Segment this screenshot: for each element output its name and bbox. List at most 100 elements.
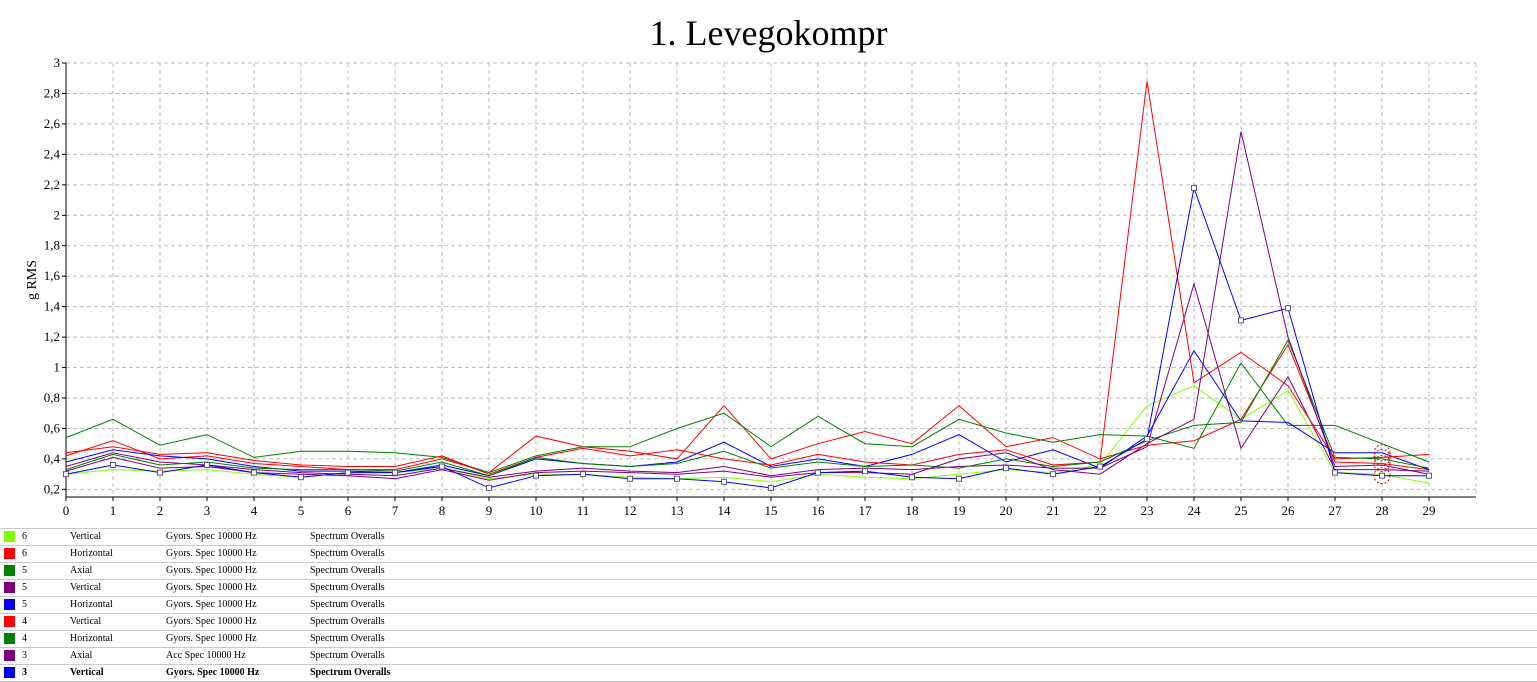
legend-swatch: [4, 633, 15, 644]
legend-row[interactable]: 3 Vertical Gyors. Spec 10000 Hz Spectrum Ov…: [0, 664, 1537, 682]
data-point-marker[interactable]: [392, 469, 398, 476]
data-point-marker[interactable]: [1332, 469, 1338, 476]
series-line-1[interactable]: [65, 343, 1430, 474]
data-point-marker[interactable]: [1003, 465, 1009, 472]
highlight-circle: [1373, 467, 1391, 485]
highlight-circle: [1373, 444, 1391, 462]
data-point-marker[interactable]: [486, 484, 492, 491]
x-tick-label: 21: [1047, 503, 1060, 518]
legend-spec: Gyors. Spec 10000 Hz: [166, 599, 257, 610]
legend-row[interactable]: 5 Horizontal Gyors. Spec 10000 Hz Spectrum …: [0, 596, 1537, 613]
legend-spec: Gyors. Spec 10000 Hz: [166, 565, 257, 576]
axes: 0 1 2 3 4 5 6 7 8 9 10 11 12 13 14 15 16 17 18 19 20 21 22 23 24…: [44, 55, 1476, 518]
highlight-circle: [1373, 448, 1391, 466]
legend-row[interactable]: 6 Vertical Gyors. Spec 10000 Hz Spectrum Ov…: [0, 528, 1537, 545]
x-tick-label: 16: [812, 503, 826, 518]
y-tick-label: 1,2: [44, 329, 60, 344]
x-tick-label: 20: [1000, 503, 1013, 518]
data-point-marker[interactable]: [1144, 436, 1150, 443]
series-line-2[interactable]: [65, 362, 1430, 474]
legend-spec: Gyors. Spec 10000 Hz: [166, 582, 257, 593]
legend-type: Spectrum Overalls: [310, 548, 385, 559]
legend-swatch: [4, 582, 15, 593]
data-point-marker[interactable]: [1285, 305, 1291, 312]
data-point-marker[interactable]: [533, 472, 539, 479]
legend-id: 3: [22, 650, 27, 661]
legend-swatch: [4, 531, 15, 542]
data-point-marker[interactable]: [204, 462, 210, 469]
data-point-marker[interactable]: [157, 469, 163, 476]
legend-row[interactable]: 5 Axial Gyors. Spec 10000 Hz Spectrum Overa…: [0, 562, 1537, 579]
legend-row[interactable]: 6 Horizontal Gyors. Spec 10000 Hz Spectrum …: [0, 545, 1537, 562]
highlight-circle: [1373, 454, 1391, 472]
chart-title: 1. Levegokompr: [649, 13, 888, 53]
x-tick-label: 6: [345, 503, 352, 518]
data-point-marker[interactable]: [1426, 472, 1432, 479]
legend-direction: Vertical: [70, 616, 102, 627]
legend-row[interactable]: 4 Horizontal Gyors. Spec 10000 Hz Spectrum …: [0, 630, 1537, 647]
data-point-marker[interactable]: [110, 462, 116, 469]
legend-type: Spectrum Overalls: [310, 565, 385, 576]
legend-direction: Axial: [70, 565, 93, 576]
data-point-marker[interactable]: [721, 478, 727, 485]
x-tick-label: 10: [530, 503, 543, 518]
legend-direction: Horizontal: [70, 633, 113, 644]
series-line-7[interactable]: [65, 131, 1430, 481]
data-point-marker[interactable]: [627, 475, 633, 482]
x-tick-label: 4: [251, 503, 258, 518]
legend-type: Spectrum Overalls: [310, 531, 385, 542]
legend-swatch: [4, 599, 15, 610]
legend-spec: Acc Spec 10000 Hz: [166, 650, 246, 661]
data-point-marker[interactable]: [956, 475, 962, 482]
data-point-marker[interactable]: [439, 463, 445, 470]
legend-id: 5: [22, 582, 27, 593]
legend-row[interactable]: 5 Vertical Gyors. Spec 10000 Hz Spectrum Ov…: [0, 579, 1537, 596]
x-tick-label: 11: [577, 503, 590, 518]
legend-id: 6: [22, 531, 27, 542]
highlight-markers: [1373, 444, 1391, 485]
data-point-marker[interactable]: [674, 475, 680, 482]
legend-row[interactable]: 3 Axial Acc Spec 10000 Hz Spectrum Overalls: [0, 647, 1537, 664]
series-line-8[interactable]: [65, 185, 1429, 489]
x-tick-label: 17: [859, 503, 873, 518]
y-tick-label: 1,6: [44, 268, 61, 283]
x-tick-label: 14: [718, 503, 732, 518]
legend-row[interactable]: 4 Vertical Gyors. Spec 10000 Hz Spectrum Ov…: [0, 613, 1537, 630]
x-tick-label: 23: [1141, 503, 1154, 518]
legend-type: Spectrum Overalls: [310, 650, 385, 661]
x-tick-label: 2: [157, 503, 164, 518]
y-tick-label: 2,8: [44, 85, 60, 100]
data-point-marker[interactable]: [580, 471, 586, 478]
data-point-marker[interactable]: [345, 469, 351, 476]
data-point-marker[interactable]: [298, 474, 304, 481]
data-point-marker[interactable]: [251, 469, 257, 476]
x-tick-label: 19: [953, 503, 966, 518]
data-point-marker[interactable]: [1191, 184, 1197, 191]
data-point-marker[interactable]: [909, 474, 915, 481]
x-tick-label: 22: [1094, 503, 1107, 518]
series-line-3[interactable]: [65, 281, 1430, 478]
y-tick-label: 2,6: [44, 116, 61, 131]
data-point-marker[interactable]: [1379, 472, 1385, 479]
data-point-marker[interactable]: [63, 471, 69, 478]
series-line-6[interactable]: [65, 339, 1430, 477]
data-point-marker[interactable]: [768, 484, 774, 491]
x-tick-label: 5: [298, 503, 305, 518]
data-point-marker[interactable]: [1238, 317, 1244, 324]
series-lines: [65, 81, 1430, 489]
data-point-marker[interactable]: [862, 468, 868, 475]
data-point-marker[interactable]: [815, 469, 821, 476]
y-axis-label: g RMS: [25, 260, 40, 300]
legend-direction: Horizontal: [70, 548, 113, 559]
series-line-4[interactable]: [65, 349, 1430, 477]
data-point-marker[interactable]: [1050, 471, 1056, 478]
x-tick-label: 3: [204, 503, 211, 518]
legend-direction: Axial: [70, 650, 93, 661]
series-line-5[interactable]: [65, 81, 1430, 475]
legend-type: Spectrum Overalls: [310, 633, 385, 644]
plot-area[interactable]: 0 1 2 3 4 5 6 7 8 9 10 11 12 13 14 15 16 17 18 19 20 21 22 23 24…: [0, 0, 1537, 520]
data-point-marker[interactable]: [1097, 463, 1103, 470]
y-tick-label: 0,2: [44, 481, 60, 496]
x-tick-label: 27: [1329, 503, 1343, 518]
legend-spec: Gyors. Spec 10000 Hz: [166, 531, 257, 542]
